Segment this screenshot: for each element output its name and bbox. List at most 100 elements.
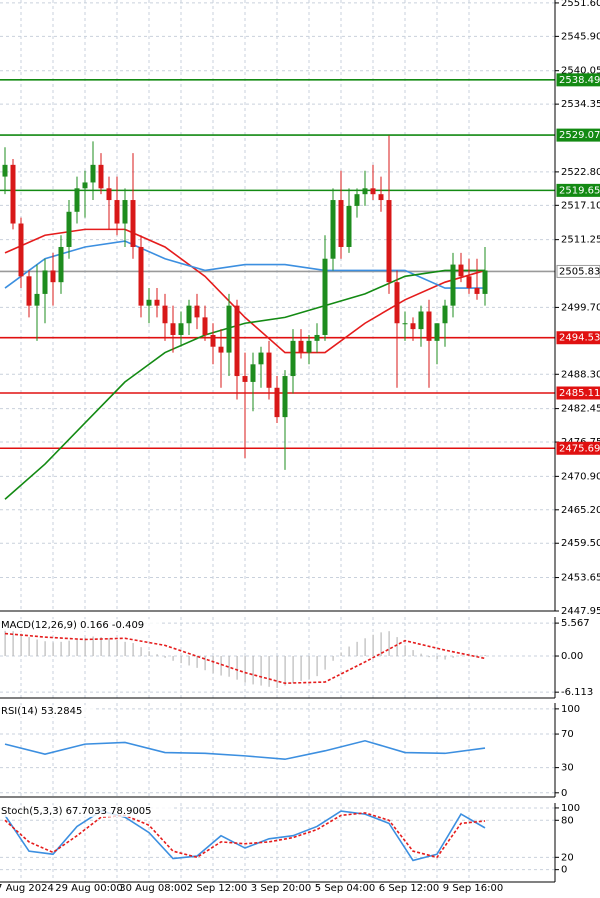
candle-body <box>106 188 112 201</box>
histogram-bar <box>52 642 54 657</box>
x-tick-label: 6 Sep 12:00 <box>379 883 439 894</box>
candle-body <box>114 200 120 224</box>
histogram-bar <box>380 632 382 657</box>
histogram-bar <box>332 656 334 661</box>
panel <box>0 0 555 611</box>
histogram-bar <box>284 656 286 686</box>
x-tick-label: 30 Aug 08:00 <box>119 883 186 894</box>
histogram-bar <box>180 656 182 664</box>
candle-body <box>138 246 144 306</box>
histogram-bar <box>12 631 14 657</box>
panel-title: MACD(12,26,9) 0.166 -0.409 <box>1 620 144 631</box>
histogram-bar <box>356 641 358 657</box>
candle-body <box>130 200 136 247</box>
y-tick-label: 100 <box>561 803 580 814</box>
candle-body <box>394 282 400 324</box>
level-label: 2485.11 <box>559 388 600 399</box>
histogram-bar <box>244 656 246 683</box>
level-label: 2475.69 <box>559 443 600 454</box>
y-tick-label: 2517.10 <box>561 200 600 211</box>
candle-body <box>386 200 392 283</box>
y-tick-label: 2465.20 <box>561 505 600 516</box>
candle-body <box>322 258 328 335</box>
histogram-bar <box>364 638 366 657</box>
histogram-bar <box>268 656 270 687</box>
title-bg <box>0 705 93 717</box>
candle-body <box>418 311 424 330</box>
candle-body <box>298 340 304 353</box>
y-tick-label: 2551.60 <box>561 0 600 9</box>
histogram-bar <box>300 656 302 681</box>
histogram-bar <box>260 656 262 686</box>
candle-body <box>26 276 32 306</box>
x-tick-label: 2 Sep 12:00 <box>187 883 247 894</box>
candle-body <box>258 352 264 365</box>
y-tick-label: 2511.25 <box>561 235 600 246</box>
histogram-bar <box>420 653 422 657</box>
candle-body <box>466 276 472 289</box>
y-tick-label: 2459.50 <box>561 538 600 549</box>
level-label: 2538.49 <box>559 75 600 86</box>
y-tick-label: 2453.65 <box>561 573 600 584</box>
indicator-line <box>4 812 486 859</box>
moving-average <box>4 240 485 289</box>
histogram-bar <box>220 656 222 676</box>
y-tick-label: 20 <box>561 852 574 863</box>
histogram-bar <box>68 640 70 657</box>
candle-body <box>146 299 152 306</box>
histogram-bar <box>460 655 462 657</box>
indicator-line <box>4 810 486 862</box>
candle-body <box>58 246 64 283</box>
candle-body <box>42 270 48 294</box>
histogram-bar <box>372 634 374 657</box>
candle-body <box>338 200 344 247</box>
y-tick-label: 0 <box>561 865 567 876</box>
x-tick-label: 5 Sep 04:00 <box>315 883 375 894</box>
y-tick-label: 2545.90 <box>561 31 600 42</box>
level-label: 2505.83 <box>559 266 600 277</box>
histogram-bar <box>444 656 446 660</box>
histogram-bar <box>308 656 310 680</box>
moving-average <box>4 228 486 354</box>
histogram-bar <box>44 641 46 657</box>
histogram-bar <box>228 656 230 677</box>
histogram-bar <box>412 650 414 657</box>
candle-body <box>410 323 416 330</box>
candle-body <box>10 164 16 224</box>
candle-body <box>354 194 360 206</box>
candle-body <box>434 323 440 341</box>
y-tick-label: 0.00 <box>561 651 583 662</box>
candle-body <box>426 311 432 341</box>
candle-body <box>306 340 312 353</box>
candle-body <box>330 200 336 259</box>
histogram-bar <box>84 637 86 657</box>
candle-body <box>50 270 56 283</box>
candle-body <box>122 200 128 224</box>
panel <box>0 703 555 797</box>
level-label-box <box>556 73 600 87</box>
histogram-bar <box>164 656 166 658</box>
candle-body <box>170 323 176 335</box>
level-label-box <box>556 386 600 400</box>
histogram-bar <box>252 656 254 685</box>
histogram-bar <box>324 656 326 670</box>
histogram-bar <box>348 646 350 657</box>
histogram-bar <box>212 656 214 674</box>
y-tick-label: 2534.35 <box>561 99 600 110</box>
candle-body <box>154 299 160 306</box>
candle-body <box>314 334 320 341</box>
histogram-bar <box>196 656 198 668</box>
moving-average <box>4 269 485 500</box>
y-tick-label: 2482.45 <box>561 404 600 415</box>
candle-body <box>98 164 104 189</box>
candle-body <box>178 323 184 335</box>
candle-body <box>194 305 200 318</box>
level-label-box <box>556 183 600 197</box>
candle-body <box>458 264 464 277</box>
histogram-bar <box>116 640 118 657</box>
histogram-bar <box>340 652 342 657</box>
candle-body <box>202 317 208 335</box>
histogram-bar <box>140 647 142 657</box>
level-label: 2529.07 <box>559 130 600 141</box>
histogram-bar <box>292 656 294 684</box>
